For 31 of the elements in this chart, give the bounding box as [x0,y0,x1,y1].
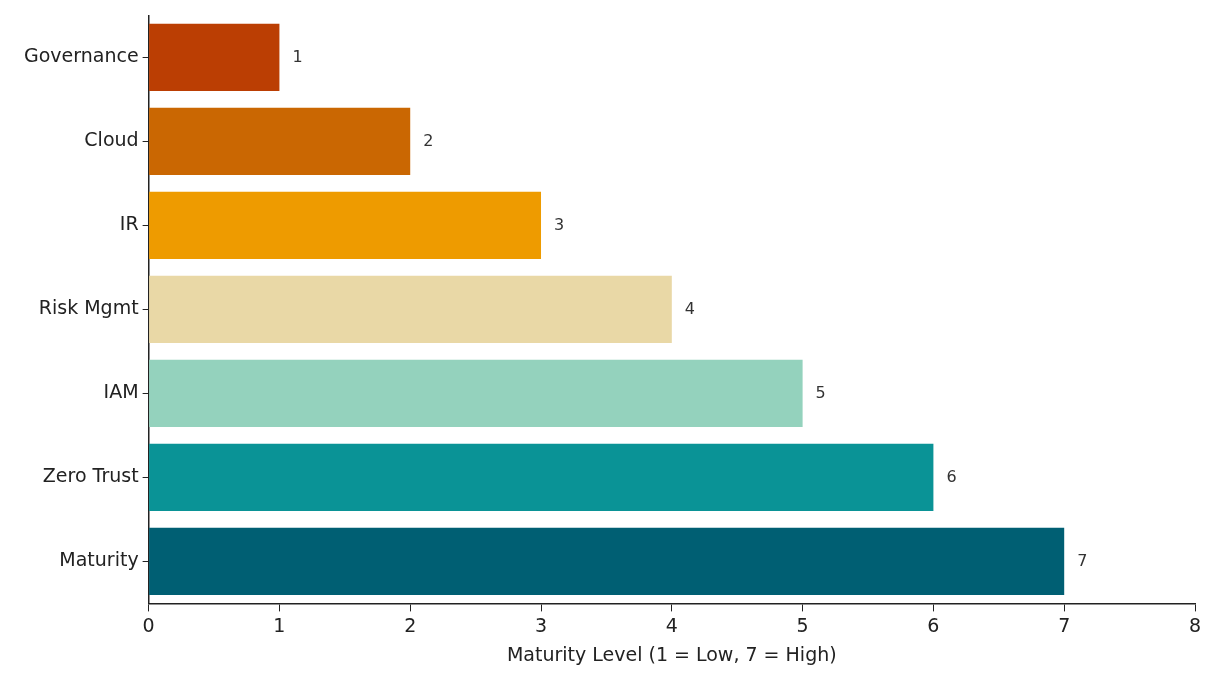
bar [149,527,1065,595]
y-tick-label: Maturity [59,548,139,571]
data-label: 7 [1077,550,1088,570]
x-tick-label: 0 [142,613,155,636]
x-tick-label: 6 [927,613,940,636]
data-label: 6 [946,466,957,486]
y-tick-label: Cloud [84,128,139,151]
x-tick-label: 8 [1188,613,1202,636]
y-tick-label: IAM [103,380,139,403]
data-label: 1 [292,46,303,66]
y-tick-label: IR [119,212,139,235]
bar [149,359,803,427]
x-tick-label: 4 [665,613,678,636]
y-tick-label: Risk Mgmt [38,296,139,319]
data-label: 3 [554,214,565,234]
x-tick-label: 1 [273,613,286,636]
y-tick-label: Governance [24,44,139,67]
x-axis-title: Maturity Level (1 = Low, 7 = High) [506,642,837,665]
bar [149,191,542,259]
data-label: 2 [423,130,434,150]
bar [149,275,672,343]
y-tick-label: Zero Trust [42,464,139,487]
bar [149,107,411,175]
x-tick-label: 7 [1058,613,1071,636]
bar [149,443,934,511]
x-tick-label: 2 [404,613,417,636]
x-tick-label: 5 [796,613,809,636]
data-label: 5 [815,382,826,402]
bar [149,23,280,91]
data-label: 4 [684,298,695,318]
x-tick-label: 3 [534,613,548,636]
